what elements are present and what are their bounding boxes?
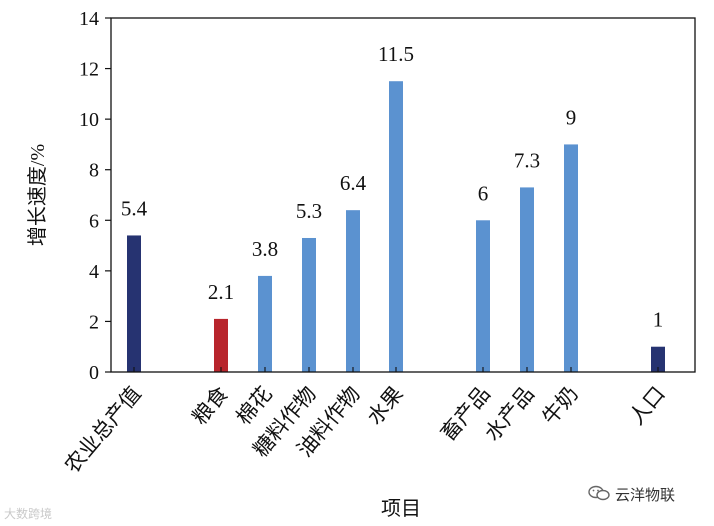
y-tick-label: 2 <box>89 311 99 333</box>
y-tick-label: 6 <box>89 210 99 232</box>
data-labels: 5.4 2.1 3.8 5.3 6.4 11.5 6 7.3 9 1 <box>121 42 663 332</box>
bar <box>346 210 360 372</box>
x-tick-label: 水产品 <box>480 382 539 446</box>
data-label: 5.4 <box>121 196 148 220</box>
watermark-right-text: 云洋物联 <box>615 486 676 504</box>
y-tick-label: 14 <box>79 8 99 30</box>
y-tick-label: 10 <box>79 109 99 131</box>
data-label: 5.3 <box>296 199 322 223</box>
plot-frame <box>110 17 696 373</box>
data-label: 3.8 <box>252 237 278 261</box>
bar <box>389 81 403 372</box>
watermark-right: 云洋物联 <box>588 484 675 505</box>
data-label: 1 <box>653 308 664 332</box>
x-tick-label: 牛奶 <box>537 382 582 430</box>
bar <box>520 187 534 372</box>
x-tick-label: 农业总产值 <box>60 382 146 478</box>
x-tick-label: 人口 <box>624 382 669 430</box>
data-label: 6 <box>478 181 489 205</box>
data-label: 6.4 <box>340 171 367 195</box>
data-label: 11.5 <box>378 42 414 66</box>
bar <box>564 144 578 372</box>
data-label: 2.1 <box>208 280 234 304</box>
bar <box>258 275 272 372</box>
data-label: 9 <box>566 105 577 129</box>
watermark-left: 大数跨境 <box>4 505 52 522</box>
y-axis-title: 增长速度/% <box>26 144 49 246</box>
x-tick-label: 水果 <box>362 382 407 430</box>
y-tick-label: 8 <box>89 160 99 182</box>
bar <box>651 346 665 372</box>
watermark-left-text: 大数跨境 <box>4 507 53 521</box>
y-tick-label: 12 <box>79 59 99 81</box>
bar <box>214 318 228 372</box>
data-label: 7.3 <box>514 148 540 172</box>
x-axis-title: 项目 <box>381 498 421 520</box>
bar <box>127 235 141 372</box>
bars <box>127 81 665 372</box>
y-tick-label: 0 <box>89 362 99 384</box>
bar <box>302 237 316 372</box>
wechat-icon <box>588 485 610 505</box>
y-axis-ticks: 0 2 4 6 8 10 12 14 <box>79 8 111 384</box>
bar <box>476 220 490 372</box>
x-tick-label: 粮食 <box>187 382 232 430</box>
y-tick-label: 4 <box>89 261 99 283</box>
